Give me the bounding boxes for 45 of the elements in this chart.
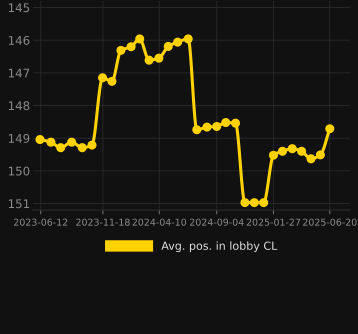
point — [250, 198, 259, 208]
point — [231, 118, 240, 128]
point — [192, 125, 202, 134]
point — [107, 76, 116, 86]
x-tick-label: 2025-01-27 — [246, 218, 300, 226]
y-tick-label: 149 — [8, 134, 30, 143]
x-tick-label: 2023-06-12 — [14, 218, 68, 226]
point — [135, 34, 144, 44]
point — [325, 124, 334, 134]
y-tick-label: 147 — [8, 68, 30, 78]
x-tick-label: 2024-04-10 — [132, 218, 186, 226]
y-tick-label: 150 — [8, 166, 30, 176]
y-tick-label: 148 — [8, 101, 30, 110]
point — [184, 34, 193, 44]
point — [126, 42, 136, 52]
point — [212, 122, 222, 131]
point — [259, 198, 268, 208]
point — [67, 138, 76, 147]
point — [116, 46, 126, 55]
point — [78, 143, 87, 152]
point — [173, 38, 182, 47]
x-tick-label: 2024-09-04 — [190, 218, 244, 226]
x-tick-label: 2023-11-18 — [76, 218, 130, 226]
point — [240, 198, 250, 208]
point — [288, 144, 297, 154]
point — [297, 146, 306, 156]
y-tick-label: 145 — [8, 3, 30, 12]
point — [202, 122, 212, 132]
point — [278, 146, 287, 156]
y-tick-label: 151 — [8, 199, 30, 208]
point — [87, 140, 96, 150]
point — [98, 73, 108, 82]
point — [268, 150, 278, 160]
y-tick-label: 146 — [8, 36, 30, 45]
point — [316, 150, 325, 160]
point — [46, 138, 56, 147]
point — [56, 143, 66, 152]
point — [221, 118, 230, 128]
point — [154, 54, 164, 63]
x-tick-label: 2025-06-20 — [303, 218, 357, 226]
legend-label: Avg. pos. in lobby CL — [161, 241, 278, 252]
point — [144, 56, 154, 65]
point — [35, 135, 44, 144]
point — [164, 42, 173, 51]
point — [306, 154, 316, 164]
